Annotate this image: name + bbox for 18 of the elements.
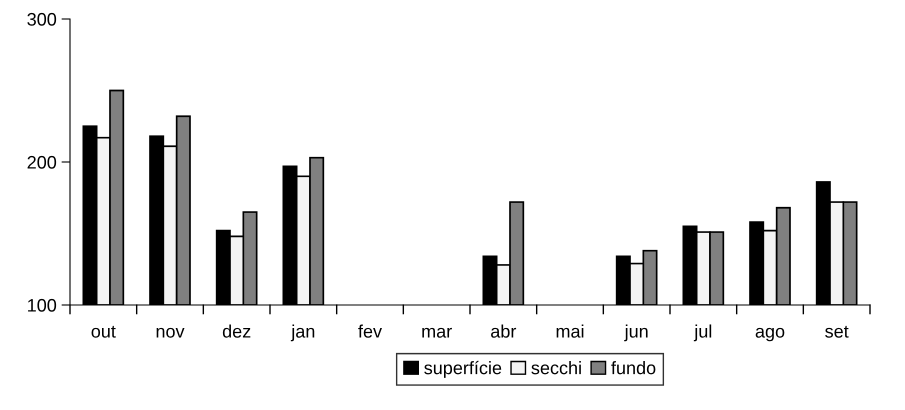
- x-tick-label: set: [825, 326, 849, 338]
- y-tick-label: 300: [27, 12, 56, 26]
- x-tick-label: mai: [556, 324, 584, 338]
- x-tick-label: jul: [694, 324, 712, 342]
- x-tick-label: mar: [422, 328, 452, 338]
- x-tick-label: jan: [290, 324, 314, 342]
- legend-label: fundo: [611, 361, 656, 374]
- x-tick-label: fev: [358, 324, 382, 338]
- x-tick-label: abr: [491, 324, 516, 338]
- legend-label: secchi: [531, 361, 581, 374]
- y-tick-label: 100: [28, 298, 56, 312]
- legend-label: superfície: [424, 360, 502, 378]
- x-tick-label: jun: [624, 324, 648, 342]
- x-tick-label: nov: [156, 328, 184, 338]
- x-tick-label: out: [92, 326, 116, 338]
- x-tick-label: dez: [222, 324, 250, 338]
- x-tick-label: ago: [756, 328, 784, 342]
- y-tick-label: 200: [28, 156, 56, 169]
